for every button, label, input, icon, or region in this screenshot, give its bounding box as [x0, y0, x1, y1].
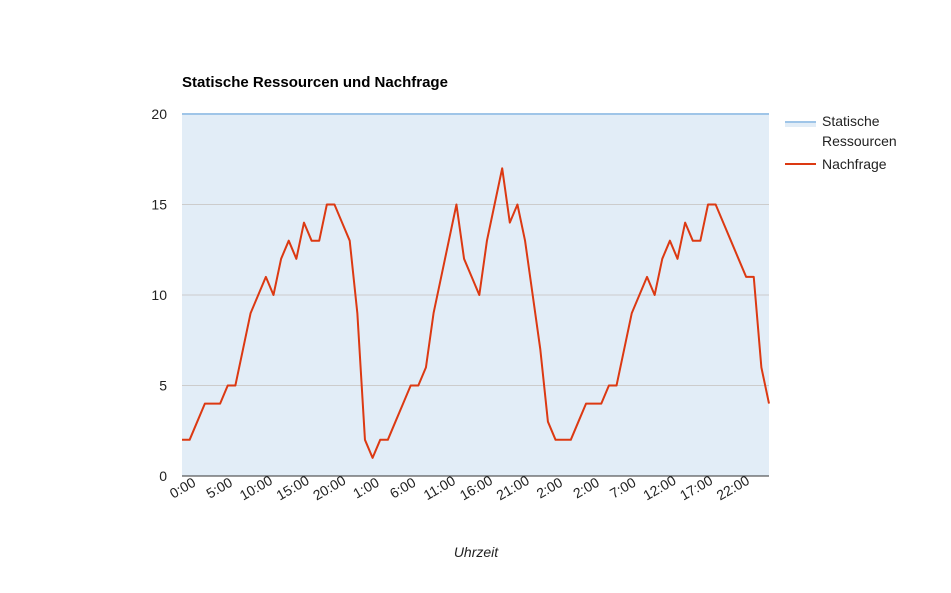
x-tick-label: 10:00	[237, 472, 276, 503]
y-tick-label: 15	[151, 197, 167, 213]
x-tick-label: 0:00	[167, 474, 199, 502]
series-line-nachfrage	[182, 167, 770, 459]
x-tick-label: 17:00	[677, 472, 716, 503]
y-axis: 0 5 10 15 20	[151, 106, 167, 484]
x-tick-label: 20:00	[310, 472, 349, 503]
chart-title: Statische Ressourcen und Nachfrage	[182, 74, 448, 91]
legend-label-part: Statische	[822, 113, 880, 129]
x-tick-label: 5:00	[203, 474, 235, 502]
legend: Statische Ressourcen Nachfrage	[785, 113, 897, 172]
legend-swatch-fill-statische-ressourcen	[785, 123, 816, 127]
x-tick-label: 16:00	[457, 472, 496, 503]
legend-label-part: Ressourcen	[822, 133, 897, 149]
y-tick-label: 0	[159, 468, 167, 484]
y-tick-label: 20	[151, 106, 167, 122]
plot-area	[182, 113, 770, 477]
legend-label-statische-ressourcen: Statische Ressourcen	[822, 113, 897, 149]
legend-label-nachfrage: Nachfrage	[822, 156, 887, 172]
x-tick-label: 6:00	[387, 474, 419, 502]
x-tick-label: 12:00	[640, 472, 679, 503]
x-tick-label: 15:00	[273, 472, 312, 503]
y-tick-label: 5	[159, 378, 167, 394]
x-tick-label: 1:00	[350, 474, 382, 502]
x-tick-label: 11:00	[421, 472, 459, 503]
x-axis-label: Uhrzeit	[454, 544, 499, 560]
x-tick-label: 7:00	[607, 474, 639, 502]
x-tick-label: 2:00	[534, 474, 566, 502]
x-tick-label: 21:00	[494, 472, 533, 503]
y-tick-label: 10	[151, 287, 167, 303]
x-tick-label: 22:00	[714, 472, 753, 503]
x-tick-label: 2:00	[570, 474, 602, 502]
